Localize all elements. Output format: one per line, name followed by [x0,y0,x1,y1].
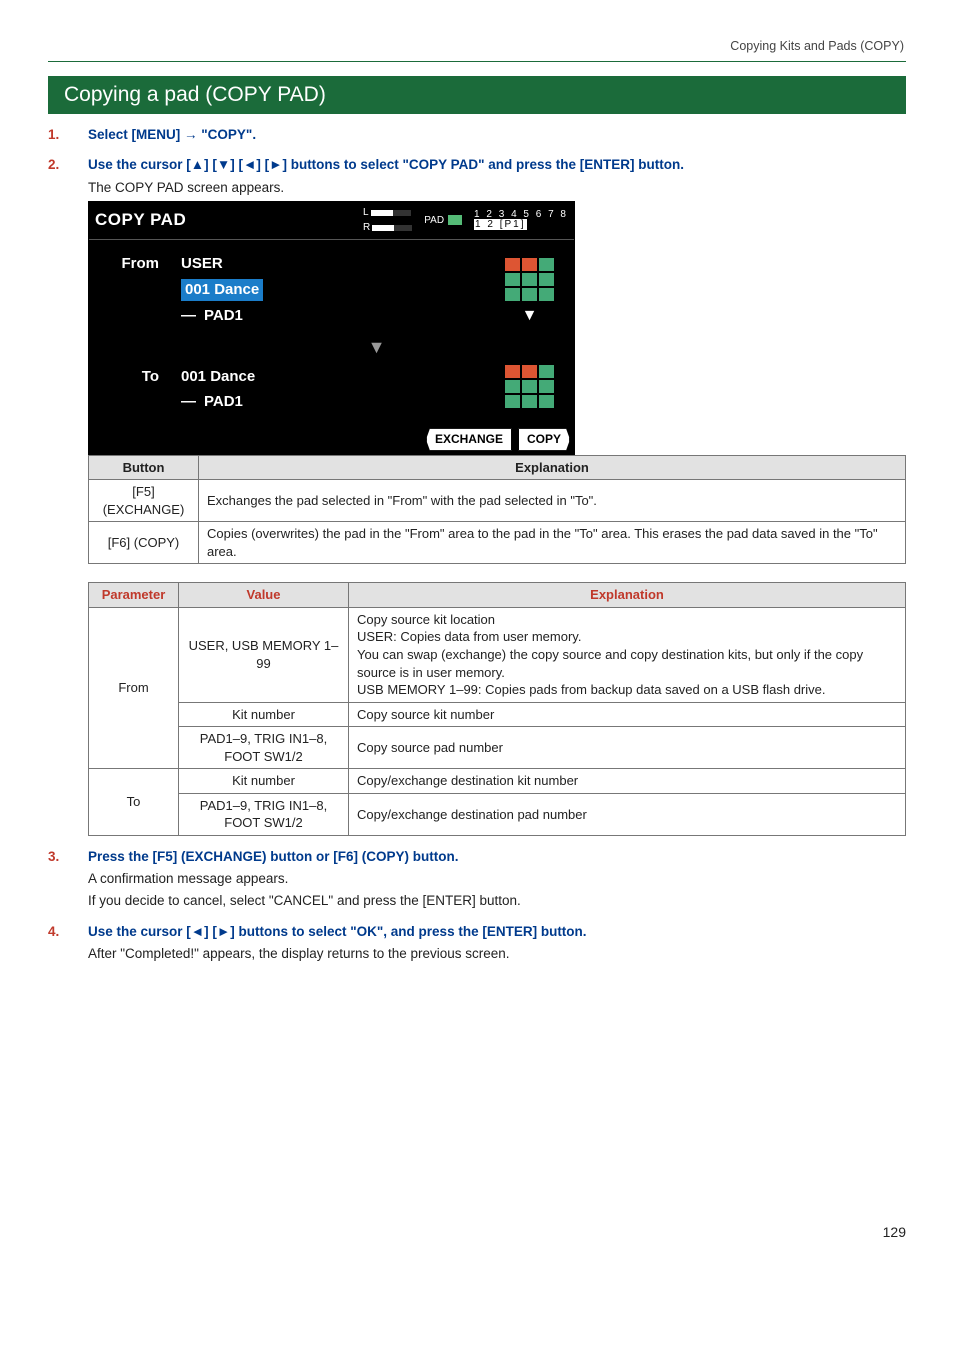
value-cell: Kit number [179,769,349,794]
step-subtext: If you decide to cancel, select "CANCEL"… [88,892,906,910]
header-rule [48,61,906,62]
pad-label: PAD [424,214,444,228]
value-cell: PAD1–9, TRIG IN1–8, FOOT SW1/2 [179,793,349,835]
meter-l-label: L [363,206,369,220]
step-number: 1. [48,126,76,144]
step-subtext: After "Completed!" appears, the display … [88,945,906,963]
lcd-screenshot: COPY PAD L R PAD 1 2 3 4 5 6 7 8 1 2 [P1… [88,201,575,456]
meter-r-bar [372,225,412,231]
exp-cell: Copy source kit location USER: Copies da… [349,607,906,702]
lcd-to-label: To [103,367,159,387]
meter-l-bar [371,210,411,216]
lcd-meters: L R PAD 1 2 3 4 5 6 7 8 1 2 [P1] [363,206,568,235]
lcd-from-kit[interactable]: 001 Dance [181,279,263,301]
table-row: PAD1–9, TRIG IN1–8, FOOT SW1/2 Copy sour… [89,727,906,769]
lcd-exchange-button[interactable]: EXCHANGE [426,428,512,450]
step-1: 1. Select [MENU] → "COPY". [88,126,906,144]
btn-cell: [F6] (COPY) [89,522,199,564]
btn-table-header-explanation: Explanation [199,455,906,480]
exp-cell: Copy/exchange destination kit number [349,769,906,794]
lcd-copy-button[interactable]: COPY [518,428,570,450]
param-cell: To [89,769,179,836]
step-4: 4. Use the cursor [◄] [►] buttons to sel… [88,923,906,963]
page-number: 129 [48,1223,906,1242]
pad-nums-row2: 1 2 [P1] [474,219,526,230]
table-row: From USER, USB MEMORY 1–99 Copy source k… [89,607,906,702]
meter-r-label: R [363,221,370,235]
value-cell: PAD1–9, TRIG IN1–8, FOOT SW1/2 [179,727,349,769]
pad-grid-from [505,258,554,301]
exp-cell: Copy source kit number [349,702,906,727]
step-head: Press the [F5] (EXCHANGE) button or [F6]… [88,848,906,866]
step-subtext: The COPY PAD screen appears. [88,179,906,197]
step-number: 2. [48,156,76,174]
param-header-parameter: Parameter [89,583,179,608]
value-cell: USER, USB MEMORY 1–99 [179,607,349,702]
step-2: 2. Use the cursor [▲] [▼] [◄] [►] button… [88,156,906,835]
step-subtext: A confirmation message appears. [88,870,906,888]
table-row: [F5] (EXCHANGE) Exchanges the pad select… [89,480,906,522]
step-3: 3. Press the [F5] (EXCHANGE) button or [… [88,848,906,911]
pad-grid-to [505,365,554,408]
table-row: Kit number Copy source kit number [89,702,906,727]
lcd-to-kit: 001 Dance [181,367,255,387]
pad-numbers: 1 2 3 4 5 6 7 8 1 2 [P1] [474,210,568,231]
value-cell: Kit number [179,702,349,727]
step-number: 4. [48,923,76,941]
btn-cell: [F5] (EXCHANGE) [89,480,199,522]
arrow-down-icon: ▼ [193,335,560,359]
lcd-from-pad: PAD1 [204,306,243,326]
table-row: To Kit number Copy/exchange destination … [89,769,906,794]
step-head: Use the cursor [◄] [►] buttons to select… [88,923,906,941]
table-row: PAD1–9, TRIG IN1–8, FOOT SW1/2 Copy/exch… [89,793,906,835]
lcd-from-user: USER [181,254,263,274]
lcd-title: COPY PAD [95,209,186,232]
param-header-value: Value [179,583,349,608]
pad-indicator-icon [448,215,462,225]
param-cell: From [89,607,179,768]
exp-cell: Copy source pad number [349,727,906,769]
table-row: [F6] (COPY) Copies (overwrites) the pad … [89,522,906,564]
breadcrumb: Copying Kits and Pads (COPY) [48,30,906,61]
lcd-to-pad: PAD1 [204,392,243,412]
steps-list: 1. Select [MENU] → "COPY". 2. Use the cu… [48,126,906,963]
lcd-from-label: From [103,254,159,274]
button-table: Button Explanation [F5] (EXCHANGE) Excha… [88,455,906,565]
lcd-footer: EXCHANGE COPY [89,428,574,454]
step-number: 3. [48,848,76,866]
section-title: Copying a pad (COPY PAD) [48,76,906,114]
exp-cell: Exchanges the pad selected in "From" wit… [199,480,906,522]
lcd-topbar: COPY PAD L R PAD 1 2 3 4 5 6 7 8 1 2 [P1… [89,202,574,240]
param-header-explanation: Explanation [349,583,906,608]
step-head: Select [MENU] → "COPY". [88,126,906,144]
exp-cell: Copies (overwrites) the pad in the "From… [199,522,906,564]
parameter-table: Parameter Value Explanation From USER, U… [88,582,906,836]
btn-table-header-button: Button [89,455,199,480]
exp-cell: Copy/exchange destination pad number [349,793,906,835]
step-head: Use the cursor [▲] [▼] [◄] [►] buttons t… [88,156,906,174]
arrow-down-icon: ▼ [522,305,538,327]
lcd-body: ▼ From USER 001 Dance — PAD1 ▼ To [89,240,574,429]
